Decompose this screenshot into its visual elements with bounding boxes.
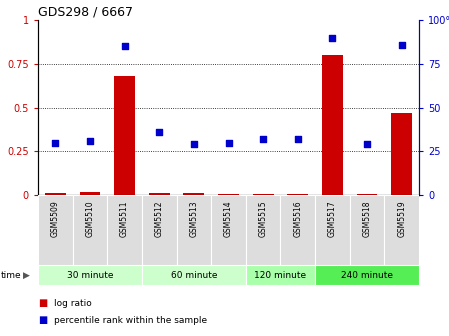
Bar [287,194,308,195]
Text: log ratio: log ratio [54,299,92,308]
Bar [384,195,419,265]
Bar [246,195,281,265]
Bar [315,195,350,265]
Bar [315,265,419,285]
Point [121,44,128,49]
Bar [45,193,66,195]
Bar [79,193,100,195]
Text: GSM5515: GSM5515 [259,201,268,237]
Text: ■: ■ [38,298,47,308]
Bar [322,55,343,195]
Point [398,42,405,47]
Text: GSM5514: GSM5514 [224,201,233,237]
Bar [253,194,273,195]
Text: ■: ■ [38,315,47,325]
Point [294,136,301,142]
Text: 60 minute: 60 minute [171,270,217,280]
Text: GSM5518: GSM5518 [362,201,371,237]
Bar [149,193,170,195]
Text: GSM5519: GSM5519 [397,201,406,237]
Bar [142,195,176,265]
Text: 240 minute: 240 minute [341,270,393,280]
Text: GDS298 / 6667: GDS298 / 6667 [38,6,133,19]
Text: GSM5511: GSM5511 [120,201,129,237]
Bar [246,265,315,285]
Text: time: time [1,270,22,280]
Point [329,35,336,40]
Text: GSM5510: GSM5510 [85,201,94,237]
Point [156,129,163,135]
Bar [350,195,384,265]
Bar [176,195,211,265]
Bar [184,193,204,195]
Point [225,140,232,145]
Bar [281,195,315,265]
Bar [357,194,378,195]
Bar [218,194,239,195]
Text: ▶: ▶ [23,270,30,280]
Text: 120 minute: 120 minute [255,270,307,280]
Point [190,141,198,147]
Text: GSM5513: GSM5513 [189,201,198,237]
Text: 30 minute: 30 minute [67,270,113,280]
Text: GSM5509: GSM5509 [51,201,60,237]
Text: GSM5517: GSM5517 [328,201,337,237]
Point [363,141,370,147]
Bar [38,195,73,265]
Bar [142,265,246,285]
Bar [73,195,107,265]
Bar [38,265,142,285]
Point [260,136,267,142]
Point [86,138,93,143]
Text: percentile rank within the sample: percentile rank within the sample [54,316,207,325]
Bar [211,195,246,265]
Text: GSM5516: GSM5516 [293,201,302,237]
Bar [114,76,135,195]
Bar [107,195,142,265]
Point [52,140,59,145]
Text: GSM5512: GSM5512 [155,201,164,237]
Bar [391,113,412,195]
